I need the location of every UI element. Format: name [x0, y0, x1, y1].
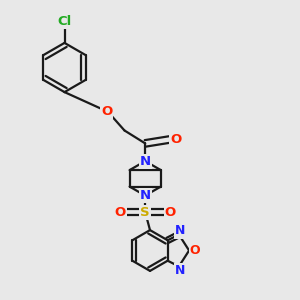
- Text: S: S: [140, 206, 150, 219]
- Text: N: N: [140, 154, 151, 168]
- Text: O: O: [101, 105, 112, 119]
- Text: O: O: [170, 133, 182, 146]
- Text: O: O: [114, 206, 126, 219]
- Text: N: N: [175, 224, 186, 238]
- Text: O: O: [165, 206, 176, 219]
- Text: N: N: [175, 263, 186, 277]
- Text: Cl: Cl: [57, 15, 72, 28]
- Text: N: N: [140, 189, 151, 202]
- Text: O: O: [190, 244, 200, 257]
